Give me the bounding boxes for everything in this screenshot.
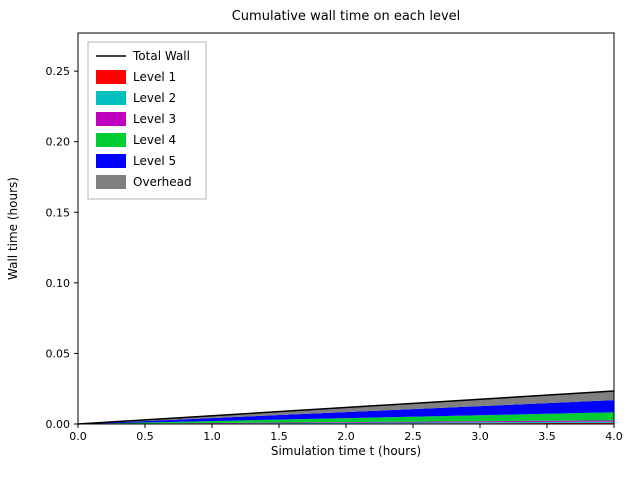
legend-label-level-3: Level 3 xyxy=(133,112,176,126)
x-tick-label: 1.5 xyxy=(270,430,288,443)
y-axis-label: Wall time (hours) xyxy=(6,177,20,280)
legend-label-total-wall: Total Wall xyxy=(132,49,190,63)
y-tick-label: 0.20 xyxy=(46,136,71,149)
x-tick-label: 3.5 xyxy=(538,430,556,443)
legend-swatch-level-3 xyxy=(96,112,126,126)
legend-swatch-level-4 xyxy=(96,133,126,147)
x-tick-label: 4.0 xyxy=(605,430,623,443)
y-tick-label: 0.00 xyxy=(46,418,71,431)
x-tick-label: 2.5 xyxy=(404,430,422,443)
legend-label-level-2: Level 2 xyxy=(133,91,176,105)
legend-label-level-1: Level 1 xyxy=(133,70,176,84)
area-level-2 xyxy=(78,421,614,424)
legend-swatch-overhead xyxy=(96,175,126,189)
x-tick-label: 0.5 xyxy=(136,430,154,443)
x-tick-label: 2.0 xyxy=(337,430,355,443)
x-tick-label: 3.0 xyxy=(471,430,489,443)
y-tick-label: 0.10 xyxy=(46,277,71,290)
y-tick-label: 0.25 xyxy=(46,65,71,78)
legend-swatch-level-2 xyxy=(96,91,126,105)
x-tick-label: 1.0 xyxy=(203,430,221,443)
legend-swatch-level-5 xyxy=(96,154,126,168)
legend-label-level-4: Level 4 xyxy=(133,133,176,147)
y-tick-label: 0.05 xyxy=(46,347,71,360)
x-tick-label: 0.0 xyxy=(69,430,87,443)
x-axis-label: Simulation time t (hours) xyxy=(270,444,422,458)
legend-label-level-5: Level 5 xyxy=(133,154,176,168)
legend-swatch-level-1 xyxy=(96,70,126,84)
y-tick-label: 0.15 xyxy=(46,206,71,219)
chart-title: Cumulative wall time on each level xyxy=(231,9,461,24)
total-wall-line xyxy=(77,390,615,425)
legend-label-overhead: Overhead xyxy=(133,175,192,189)
